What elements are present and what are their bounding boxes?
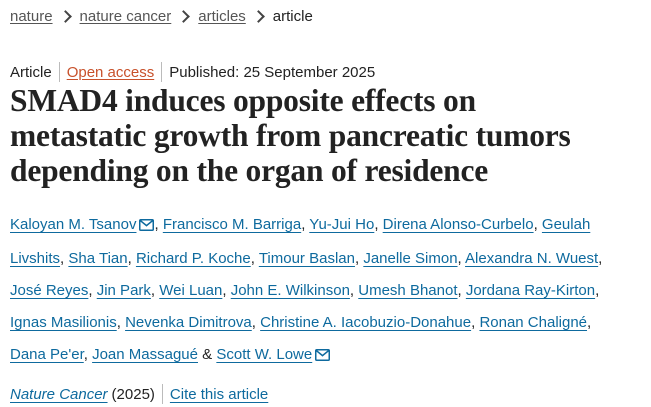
author-link[interactable]: Kaloyan M. Tsanov: [10, 216, 137, 233]
author-link[interactable]: Dana Pe'er: [10, 346, 84, 363]
chevron-right-icon: [177, 9, 191, 23]
cite-this-article-link[interactable]: Cite this article: [169, 385, 269, 403]
journal-year: (2025): [111, 385, 155, 403]
author-separator: ,: [533, 216, 542, 233]
author-link[interactable]: Janelle Simon: [363, 250, 458, 267]
article-title-line: SMAD4 induces opposite effects on: [10, 83, 476, 118]
meta-divider: [161, 384, 163, 404]
author-separator: ,: [154, 216, 163, 233]
author-separator: ,: [127, 250, 136, 267]
author-separator: ,: [354, 250, 364, 267]
author-separator: ,: [471, 314, 480, 331]
author-link[interactable]: Nevenka Dimitrova: [125, 314, 252, 331]
author-final-separator: &: [202, 346, 213, 363]
breadcrumb: nature nature cancer articles article: [10, 6, 313, 26]
published-date: Published: 25 September 2025: [169, 63, 376, 81]
author-link[interactable]: Richard P. Koche: [135, 250, 251, 267]
author-link[interactable]: Jordana Ray-Kirton: [465, 282, 596, 299]
author-link[interactable]: Wei Luan: [159, 282, 223, 299]
envelope-icon[interactable]: [315, 341, 331, 373]
author-link[interactable]: Alexandra N. Wuest: [465, 250, 599, 267]
author-separator: ,: [222, 282, 231, 299]
chevron-right-icon: [251, 9, 265, 23]
author-link[interactable]: Scott W. Lowe: [216, 346, 313, 363]
author-link[interactable]: Sha Tian: [68, 250, 128, 267]
author-separator: ,: [349, 282, 359, 299]
author-link[interactable]: Umesh Bhanot: [358, 282, 458, 299]
author-separator: ,: [457, 282, 466, 299]
author-link[interactable]: Joan Massagué: [92, 346, 198, 363]
author-separator: ,: [587, 314, 592, 331]
author-separator: ,: [88, 282, 97, 299]
article-meta: Article Open access Published: 25 Septem…: [10, 61, 375, 83]
author-separator: ,: [301, 216, 310, 233]
envelope-icon[interactable]: [139, 211, 155, 243]
author-list: Kaloyan M. Tsanov, Francisco M. Barriga,…: [10, 209, 630, 373]
author-link[interactable]: Yu-Jui Ho: [309, 216, 375, 233]
author-separator: ,: [251, 314, 261, 331]
article-type: Article: [10, 63, 52, 81]
author-separator: ,: [60, 250, 69, 267]
breadcrumb-item-articles[interactable]: articles: [198, 7, 246, 25]
author-separator: ,: [374, 216, 383, 233]
meta-divider: [58, 62, 60, 82]
author-separator: ,: [83, 346, 93, 363]
author-link[interactable]: Timour Baslan: [258, 250, 355, 267]
breadcrumb-item-nature[interactable]: nature: [10, 7, 53, 25]
breadcrumb-item-nature-cancer[interactable]: nature cancer: [79, 7, 172, 25]
article-title-line: depending on the organ of residence: [10, 153, 489, 188]
author-link[interactable]: Francisco M. Barriga: [162, 216, 302, 233]
author-separator: ,: [150, 282, 160, 299]
author-separator: ,: [598, 250, 603, 267]
article-title-line: metastatic growth from pancreatic tumors: [10, 118, 571, 153]
meta-divider: [161, 62, 163, 82]
open-access-link[interactable]: Open access: [66, 63, 155, 81]
journal-citation: Nature Cancer (2025) Cite this article: [10, 383, 268, 405]
author-separator: ,: [457, 250, 466, 267]
author-link[interactable]: Christine A. Iacobuzio-Donahue: [260, 314, 472, 331]
author-link[interactable]: Direna Alonso-Curbelo: [382, 216, 534, 233]
author-separator: ,: [116, 314, 126, 331]
chevron-right-icon: [58, 9, 72, 23]
author-link[interactable]: Ignas Masilionis: [10, 314, 117, 331]
author-link[interactable]: Geulah Livshits: [10, 216, 591, 267]
journal-name-link[interactable]: Nature Cancer: [10, 385, 108, 403]
breadcrumb-current: article: [272, 7, 313, 25]
author-link[interactable]: Ronan Chaligné: [479, 314, 588, 331]
author-link[interactable]: José Reyes: [10, 282, 89, 299]
author-separator: ,: [250, 250, 259, 267]
author-link[interactable]: Jin Park: [96, 282, 151, 299]
author-link[interactable]: John E. Wilkinson: [230, 282, 350, 299]
author-separator: ,: [595, 282, 600, 299]
article-title: SMAD4 induces opposite effects on metast…: [10, 83, 640, 188]
